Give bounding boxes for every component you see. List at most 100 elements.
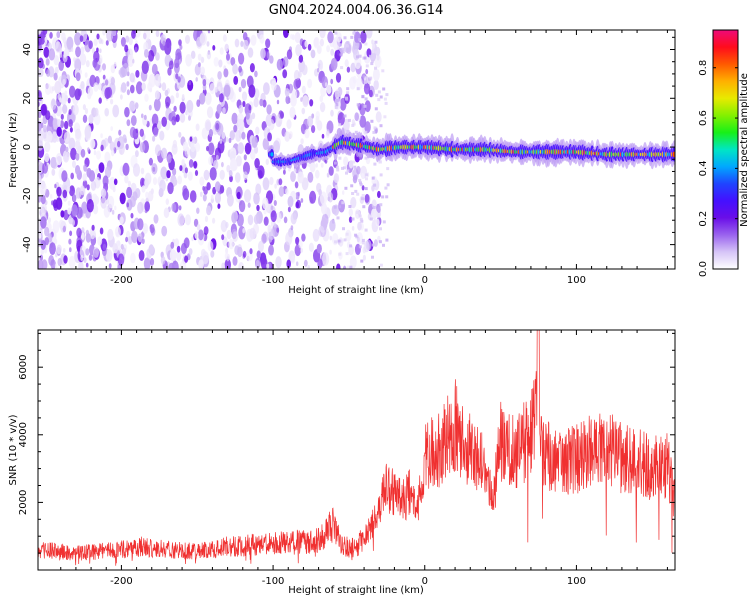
spectrogram-noise-cell [316, 243, 322, 254]
spectrogram-noise-cell [310, 49, 316, 59]
spectrogram-noise-cell [207, 142, 215, 156]
spectrogram-noise-cell [370, 62, 374, 66]
spectrogram-noise-cell [167, 182, 174, 195]
snr-x-tick-label: 100 [567, 576, 586, 587]
spectrogram-noise-cell [234, 38, 240, 48]
spectrogram-noise-cell [293, 168, 297, 174]
spectrogram-noise-cell [319, 38, 324, 47]
spectrogram-noise-cell [126, 186, 133, 199]
spectrogram-noise-cell [188, 248, 193, 256]
spectrogram-noise-cell [361, 185, 365, 191]
spectrogram-noise-cell [301, 85, 306, 94]
spectrogram-noise-cell [119, 216, 124, 225]
spectrogram-noise-cell [350, 35, 354, 39]
spectrogram-noise-cell [364, 100, 371, 113]
spectrogram-noise-cell [201, 127, 208, 140]
spectrogram-noise-cell [243, 154, 247, 161]
spectrogram-noise-cell [372, 68, 380, 82]
spectrogram-noise-cell [120, 37, 126, 47]
spectrogram-noise-cell [208, 129, 214, 138]
spectrogram-noise-cell [359, 183, 363, 187]
spectrogram-noise-cell [135, 150, 139, 158]
spectrogram-noise-cell [369, 217, 373, 221]
colorbar-tick-label: 0.0 [698, 261, 709, 277]
spectrogram-noise-cell [48, 48, 56, 61]
spectrogram-noise-cell [206, 106, 214, 119]
spectrogram-noise-cell [337, 112, 345, 126]
spectrogram-noise-cell [339, 239, 343, 243]
spectrogram-noise-cell [329, 235, 333, 241]
spectrogram-noise-cell [107, 135, 112, 144]
spectrogram-noise-cell [363, 56, 367, 60]
spectrogram-noise-cell [300, 97, 303, 102]
spectrogram-noise-cell [222, 107, 226, 114]
spectrogram-noise-cell [105, 249, 113, 262]
spectrogram-noise-cell [39, 182, 47, 195]
spectrogram-noise-cell [103, 137, 109, 147]
spectrogram-noise-cell [226, 53, 230, 61]
spectrogram-noise-cell [309, 99, 314, 107]
spectrogram-noise-cell [237, 118, 245, 132]
spectrogram-noise-cell [63, 255, 68, 264]
spectrogram-noise-cell [88, 114, 94, 124]
spectrogram-noise-cell [65, 146, 69, 153]
spectrogram-noise-cell [111, 209, 115, 215]
spectrogram-noise-cell [346, 87, 350, 91]
spectrogram-noise-cell [169, 95, 175, 104]
spectrogram-noise-cell [61, 32, 66, 41]
spectrogram-noise-cell [365, 30, 373, 39]
spectrogram-noise-cell [334, 31, 338, 35]
spectrogram-noise-cell [260, 257, 268, 269]
spectrogram-noise-cell [213, 57, 219, 67]
spectrogram-noise-cell [67, 207, 72, 215]
spectrogram-noise-cell [282, 69, 288, 79]
spectrogram-noise-cell [76, 206, 83, 219]
spectrogram-noise-cell [75, 72, 81, 82]
spectrogram-noise-cell [283, 216, 288, 224]
spectrogram-noise-cell [81, 227, 85, 234]
spectrogram-noise-cell [225, 137, 229, 142]
spectrogram-noise-cell [280, 111, 284, 119]
spectrogram-noise-cell [38, 57, 44, 69]
spectrogram-noise-cell [273, 140, 280, 154]
spectrogram-noise-cell [149, 223, 155, 234]
spectrogram-noise-cell [238, 104, 244, 114]
spectrogram-noise-cell [285, 231, 293, 246]
spectrogram-noise-cell [138, 250, 145, 261]
spectrogram-noise-cell [125, 143, 129, 151]
spectrogram-noise-cell [170, 241, 175, 249]
spectrogram-noise-cell [150, 188, 154, 195]
spectrogram-noise-cell [151, 113, 159, 127]
spectrogram-noise-cell [64, 90, 68, 96]
spectrogram-noise-cell [361, 95, 365, 99]
spectrogram-noise-cell [185, 110, 188, 116]
spectrogram-noise-cell [106, 30, 114, 42]
spectrogram-noise-cell [345, 44, 349, 48]
spectrogram-noise-cell [38, 122, 42, 132]
spectrogram-noise-cell [238, 200, 246, 213]
spectrogram-noise-cell [343, 238, 347, 242]
spectrogram-noise-cell [148, 104, 152, 111]
spectrogram-noise-cell [42, 30, 48, 35]
spectrogram-noise-cell [377, 90, 381, 94]
snr-y-tick-label: 6000 [18, 354, 29, 379]
spectrogram-noise-cell [56, 186, 62, 197]
spectrogram-noise-cell [349, 265, 353, 269]
spectrogram-noise-cell [335, 165, 339, 169]
spectrogram-noise-cell [106, 86, 113, 99]
spectrogram-noise-cell [354, 130, 358, 134]
spectrogram-noise-cell [296, 261, 299, 267]
colorbar-bar [713, 30, 738, 269]
spectrogram-noise-cell [358, 38, 362, 42]
spectrogram-noise-cell [295, 201, 300, 209]
spectrogram-noise-cell [370, 59, 374, 63]
spectrogram-noise-cell [307, 78, 313, 89]
spectrogram-noise-cell [345, 171, 348, 175]
spectrogram-y-tick-label: -20 [22, 188, 33, 204]
spectrogram-noise-cell [182, 141, 189, 152]
spectrogram-noise-cell [199, 191, 203, 197]
spectrogram-noise-cell [352, 160, 356, 164]
snr-panel: -200 -100 0 100 2000 4000 6000 Height of strai… [8, 329, 676, 596]
